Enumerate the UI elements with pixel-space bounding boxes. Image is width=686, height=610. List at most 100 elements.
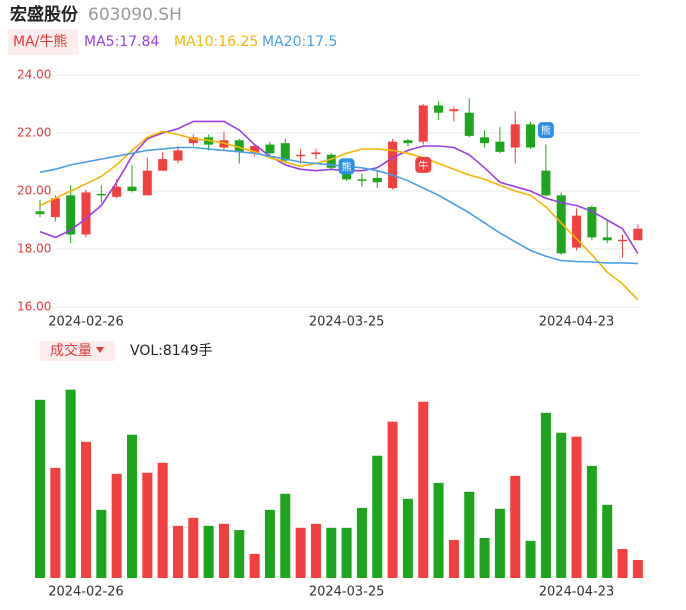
- vol-button-bg[interactable]: [40, 341, 115, 361]
- candle-body: [66, 195, 76, 235]
- candle-body: [173, 150, 183, 161]
- volume-bar: [372, 455, 383, 578]
- candle-body: [495, 141, 505, 152]
- candle-body: [510, 124, 520, 148]
- volume-bar: [188, 517, 199, 578]
- vol-title: VOL:8149手: [130, 343, 213, 359]
- x-tick-label: 2024-03-25: [309, 315, 385, 330]
- volume-bar: [310, 523, 321, 578]
- candle-body: [618, 239, 628, 242]
- ma-button-bg[interactable]: [8, 29, 78, 55]
- volume-bar: [157, 462, 168, 578]
- candle-body: [572, 215, 582, 248]
- volume-bar: [571, 436, 582, 578]
- x-tick-label: 2024-03-25: [309, 585, 385, 600]
- volume-bar: [387, 421, 398, 578]
- y-tick-label: 18.00: [17, 242, 51, 256]
- volume-bar: [479, 537, 490, 578]
- y-tick-label: 16.00: [17, 300, 51, 314]
- candle-body: [311, 152, 321, 155]
- signal-text: 牛: [418, 159, 428, 172]
- volume-bar: [326, 527, 337, 578]
- volume-bar: [586, 465, 597, 578]
- dropdown-arrow[interactable]: [96, 347, 104, 353]
- legend-entry: MA5:17.84: [84, 34, 159, 50]
- candle-body: [250, 146, 260, 154]
- volume-bar: [540, 412, 551, 578]
- volume-bar: [142, 472, 153, 578]
- volume-bar: [264, 509, 275, 578]
- candle-body: [587, 206, 597, 238]
- x-tick-label: 2024-04-23: [539, 315, 615, 330]
- volume-bar: [234, 530, 245, 578]
- candle-body: [35, 211, 45, 215]
- volume-bar: [96, 509, 107, 578]
- candle-body: [372, 177, 382, 183]
- volume-bar: [111, 473, 122, 578]
- signal-badge: [415, 156, 432, 173]
- volume-bar: [80, 441, 91, 578]
- volume-bar: [617, 549, 628, 578]
- candle-body: [633, 228, 643, 241]
- volume-bar: [172, 525, 183, 578]
- volume-bar: [35, 399, 45, 578]
- legend-entry: MA20:17.5: [262, 34, 337, 50]
- candle-body: [50, 198, 60, 218]
- candle-body: [418, 105, 428, 142]
- volume-bar: [448, 539, 459, 578]
- candle-body: [234, 140, 244, 152]
- volume-bar: [65, 389, 76, 578]
- candle-body: [188, 137, 198, 144]
- stock-name: 宏盛股份: [10, 4, 79, 25]
- candle-body: [142, 170, 152, 196]
- volume-bar: [494, 508, 505, 578]
- signal-badge: [338, 158, 355, 175]
- x-tick-label: 2024-02-26: [48, 315, 124, 330]
- x-tick-label: 2024-02-26: [48, 585, 124, 600]
- candle-body: [464, 112, 474, 136]
- candle-body: [296, 154, 306, 157]
- candle-body: [127, 186, 137, 191]
- candle-body: [81, 192, 91, 235]
- volume-bar: [203, 525, 214, 578]
- volume-bar: [418, 401, 429, 578]
- candle-body: [541, 170, 551, 196]
- vol-button[interactable]: 成交量: [50, 342, 92, 359]
- signal-badge: [537, 122, 554, 139]
- y-tick-label: 22.00: [17, 126, 51, 140]
- volume-bar: [525, 540, 536, 578]
- ma-line: [39, 130, 639, 301]
- volume-bar: [295, 527, 306, 578]
- volume-bar: [50, 467, 61, 578]
- candle-body: [434, 105, 444, 113]
- y-tick-label: 24.00: [17, 68, 51, 82]
- candle-body: [357, 179, 367, 181]
- volume-bar: [602, 504, 613, 578]
- stock-code: 603090.SH: [88, 5, 182, 25]
- volume-bar: [341, 527, 352, 578]
- volume-bar: [556, 432, 567, 578]
- candle-body: [526, 124, 536, 148]
- candle-body: [556, 195, 566, 254]
- candle-body: [403, 140, 413, 144]
- candle-body: [112, 186, 122, 197]
- candle-body: [96, 193, 106, 196]
- volume-bar: [280, 493, 291, 578]
- volume-bar: [510, 475, 521, 578]
- volume-bar: [464, 491, 475, 578]
- candle-body: [449, 109, 459, 112]
- volume-bar: [402, 498, 413, 578]
- y-tick-label: 20.00: [17, 184, 51, 198]
- candle-body: [388, 141, 398, 189]
- volume-bar: [249, 553, 260, 578]
- volume-bar: [126, 434, 137, 578]
- ma-button[interactable]: MA/牛熊: [13, 34, 67, 50]
- volume-bar: [433, 482, 444, 578]
- volume-bar: [218, 523, 229, 578]
- candle-body: [480, 137, 490, 144]
- signal-text: 熊: [342, 160, 352, 173]
- legend-entry: MA10:16.25: [174, 34, 258, 50]
- candle-body: [326, 154, 336, 168]
